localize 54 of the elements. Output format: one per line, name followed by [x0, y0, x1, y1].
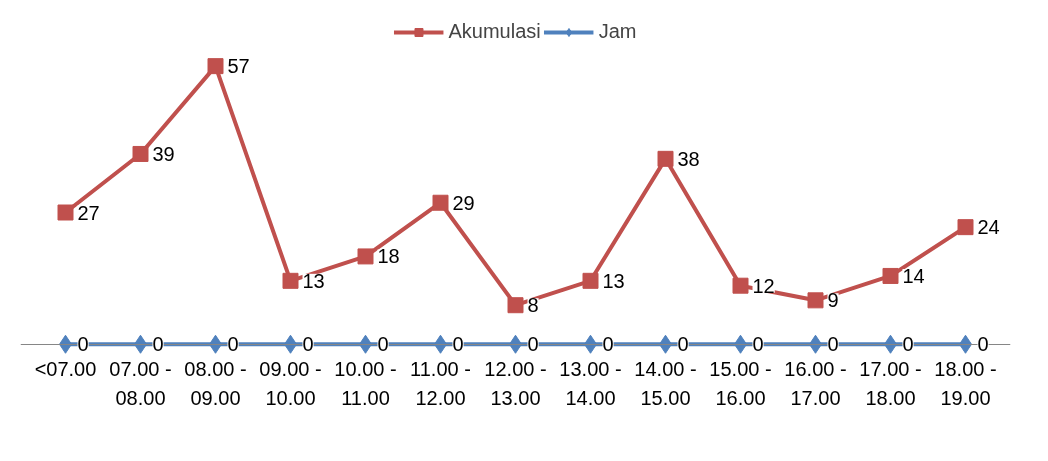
x-tick-label: 15.00 - 16.00 [709, 358, 772, 409]
data-label: 0 [752, 333, 764, 356]
data-label: 13 [602, 269, 625, 292]
data-label: 0 [302, 333, 314, 356]
data-label: 9 [827, 289, 839, 312]
data-label: 0 [827, 333, 839, 356]
x-tick-label: 10.00 - 11.00 [334, 358, 397, 409]
point [207, 58, 224, 75]
data-label: 57 [227, 55, 250, 78]
data-label: 0 [227, 333, 239, 356]
data-label: 0 [977, 333, 989, 356]
data-label: 0 [902, 333, 914, 356]
point [657, 150, 674, 167]
x-tick-label: 11.00 - 12.00 [410, 358, 471, 409]
data-label: 12 [752, 274, 775, 297]
legend-label: Jam [598, 20, 637, 43]
data-label: 24 [977, 216, 1000, 239]
point [132, 145, 149, 162]
data-label: 8 [527, 294, 539, 317]
data-label: 18 [377, 245, 400, 268]
point [807, 292, 824, 309]
x-tick-label: 18.00 - 19.00 [934, 358, 997, 409]
point [732, 277, 749, 294]
x-tick-label: 16.00 - 17.00 [784, 358, 847, 409]
point [582, 272, 599, 289]
x-tick-label: <07.00 [34, 358, 97, 381]
x-tick-label: 14.00 - 15.00 [634, 358, 697, 409]
data-label: 0 [452, 333, 464, 356]
x-tick-label: 07.00 - 08.00 [109, 358, 172, 409]
data-label: 27 [77, 201, 100, 224]
data-label: 13 [302, 269, 325, 292]
point [357, 248, 374, 265]
data-label: 0 [602, 333, 614, 356]
x-tick-label: 08.00 - 09.00 [184, 358, 247, 409]
data-label: 0 [677, 333, 689, 356]
data-label: 38 [677, 147, 700, 170]
data-label: 14 [902, 264, 925, 287]
data-label: 29 [452, 191, 475, 214]
point [957, 219, 974, 236]
point [507, 297, 524, 314]
x-tick-label: 13.00 - 14.00 [559, 358, 622, 409]
data-label: 0 [527, 333, 539, 356]
data-label: 0 [377, 333, 389, 356]
point [882, 267, 899, 284]
data-label: 0 [152, 333, 164, 356]
point [282, 272, 299, 289]
x-tick-label: 17.00 - 18.00 [859, 358, 922, 409]
data-label: 39 [152, 142, 175, 165]
x-tick-label: 09.00 - 10.00 [259, 358, 322, 409]
data-label: 0 [77, 333, 89, 356]
x-tick-label: 12.00 - 13.00 [484, 358, 547, 409]
point [432, 194, 449, 211]
point [57, 204, 74, 221]
legend-label: Akumulasi [448, 20, 541, 43]
